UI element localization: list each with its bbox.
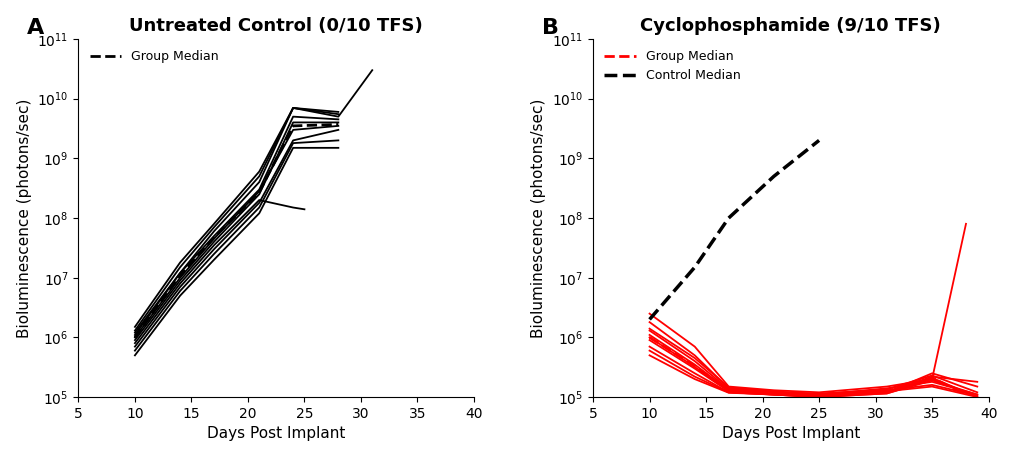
Title: Untreated Control (0/10 TFS): Untreated Control (0/10 TFS) xyxy=(130,16,423,35)
Group Median xyxy=(174,273,187,278)
Group Median xyxy=(926,375,938,381)
Control Median xyxy=(644,316,656,322)
Control Median xyxy=(813,138,825,143)
Text: A: A xyxy=(27,17,45,38)
X-axis label: Days Post Implant: Days Post Implant xyxy=(207,426,346,442)
Group Median xyxy=(129,335,141,340)
Control Median xyxy=(723,215,735,221)
Group Median xyxy=(287,123,299,129)
Group Median xyxy=(644,335,656,340)
Legend: Group Median: Group Median xyxy=(85,45,223,68)
Group Median xyxy=(723,387,735,393)
Group Median xyxy=(960,392,972,398)
Y-axis label: Bioluminescence (photons/sec): Bioluminescence (photons/sec) xyxy=(531,98,547,338)
Group Median xyxy=(768,391,780,396)
Control Median xyxy=(768,174,780,179)
Text: B: B xyxy=(541,17,559,38)
Title: Cyclophosphamide (9/10 TFS): Cyclophosphamide (9/10 TFS) xyxy=(641,16,941,35)
Line: Group Median: Group Median xyxy=(650,338,966,395)
Control Median xyxy=(689,264,701,270)
Group Median xyxy=(881,388,893,394)
Y-axis label: Bioluminescence (photons/sec): Bioluminescence (photons/sec) xyxy=(16,98,31,338)
Line: Control Median: Control Median xyxy=(650,141,819,319)
Group Median xyxy=(813,393,825,398)
Group Median xyxy=(333,122,345,127)
Group Median xyxy=(254,190,266,195)
Line: Group Median: Group Median xyxy=(135,125,339,338)
Legend: Group Median, Control Median: Group Median, Control Median xyxy=(599,45,745,87)
X-axis label: Days Post Implant: Days Post Implant xyxy=(722,426,860,442)
Group Median xyxy=(208,235,220,240)
Group Median xyxy=(689,363,701,369)
